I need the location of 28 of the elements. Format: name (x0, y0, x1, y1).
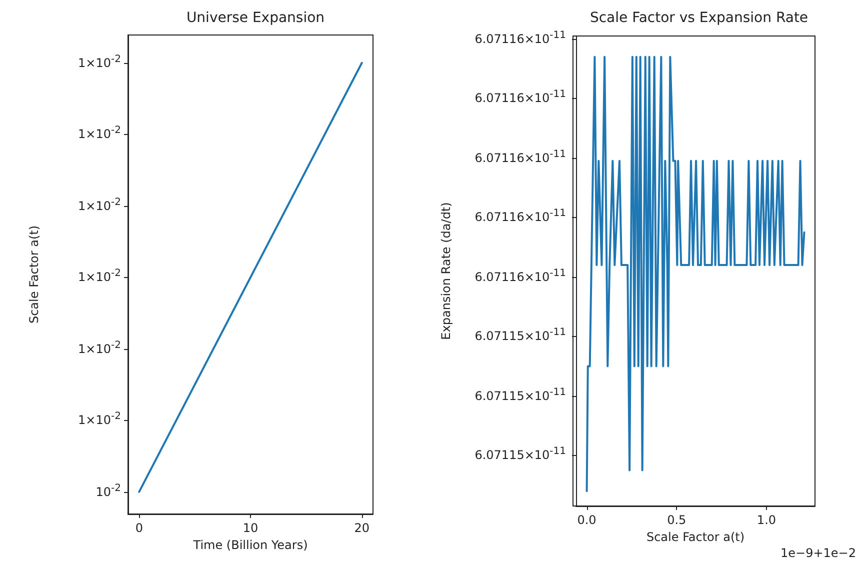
y-tick-label: 1×10$^{-2}$ (78, 268, 121, 286)
chart-title: Scale Factor vs Expansion Rate (590, 10, 808, 26)
y-tick-label: 1×10$^{-2}$ (78, 411, 121, 430)
x-tick-label: 1.0 (756, 513, 776, 527)
x-tick-label: 20 (354, 521, 370, 535)
y-tick-label: 6.07116×10$^{-11}$ (474, 89, 566, 108)
x-tick-label: 10 (242, 521, 258, 535)
x-tick-label: 0.5 (667, 513, 686, 527)
y-tick-label: 1×10$^{-2}$ (78, 54, 121, 72)
y-tick-label: 1×10$^{-2}$ (78, 196, 121, 215)
y-tick-label: 6.07116×10$^{-11}$ (474, 30, 566, 48)
x-axis-title: Scale Factor a(t) (646, 530, 745, 544)
y-axis-title: Expansion Rate (da/dt) (439, 202, 453, 340)
chart-title: Universe Expansion (186, 10, 325, 26)
x-tick-label: 0 (135, 521, 143, 535)
y-tick-label: 6.07116×10$^{-11}$ (474, 268, 566, 286)
y-tick-label: 1×10$^{-2}$ (78, 340, 121, 358)
y-tick-label: 6.07115×10$^{-11}$ (474, 327, 566, 346)
x-tick-label: 0.0 (577, 513, 596, 527)
y-tick-label: 6.07115×10$^{-11}$ (474, 446, 566, 464)
y-tick-label: 1×10$^{-2}$ (78, 125, 121, 144)
y-tick-label: 10$^{-2}$ (96, 482, 121, 501)
y-tick-label: 6.07115×10$^{-11}$ (474, 386, 566, 405)
y-tick-label: 6.07116×10$^{-11}$ (474, 208, 566, 226)
text: 1e−9+1e−2 (780, 546, 856, 560)
x-axis-title: Time (Billion Years) (192, 538, 308, 552)
y-axis-title: Scale Factor a(t) (27, 225, 41, 324)
y-tick-label: 6.07116×10$^{-11}$ (474, 148, 566, 167)
